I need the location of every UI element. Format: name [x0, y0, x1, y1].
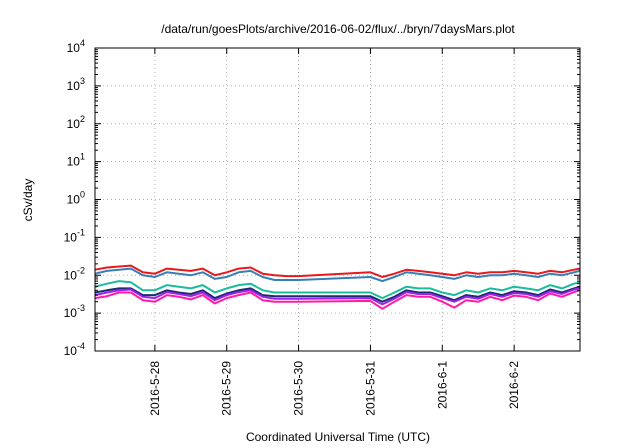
ticks — [95, 47, 580, 352]
x-tick-label: 2016-5-29 — [220, 361, 234, 416]
x-tick-labels: 2016-5-28 2016-5-29 2016-5-30 2016-5-31 2016… — [148, 361, 521, 416]
series-line-1 — [94, 264, 581, 278]
x-tick-label: 2016-6-1 — [435, 361, 449, 409]
series-lines — [94, 264, 581, 310]
x-tick-label: 2016-5-28 — [148, 361, 162, 416]
series-line-4 — [94, 285, 581, 303]
series-line-2 — [94, 267, 581, 283]
x-tick-label: 2016-5-30 — [292, 361, 306, 416]
y-tick-label: 10-2 — [64, 265, 85, 282]
y-tick-label: 104 — [67, 38, 85, 55]
x-tick-label: 2016-6-2 — [507, 361, 521, 409]
chart-title: /data/run/goesPlots/archive/2016-06-02/f… — [161, 22, 515, 36]
y-tick-label: 10-3 — [64, 303, 85, 320]
series-line-5 — [94, 287, 581, 306]
x-axis-label: Coordinated Universal Time (UTC) — [246, 430, 430, 444]
series-line-3 — [94, 280, 581, 300]
y-axis-label: cSv/day — [21, 179, 35, 222]
y-tick-label: 101 — [67, 152, 85, 169]
y-tick-label: 103 — [67, 76, 85, 93]
y-tick-label: 102 — [67, 114, 85, 131]
grid — [95, 48, 580, 351]
y-tick-labels: 10-4 10-3 10-2 10-1 100 101 102 103 104 — [64, 38, 85, 358]
series-line-6 — [94, 289, 581, 310]
y-tick-label: 10-4 — [64, 341, 85, 358]
y-tick-label: 10-1 — [64, 227, 85, 244]
x-tick-label: 2016-5-31 — [363, 361, 377, 416]
y-tick-label: 100 — [67, 190, 85, 207]
